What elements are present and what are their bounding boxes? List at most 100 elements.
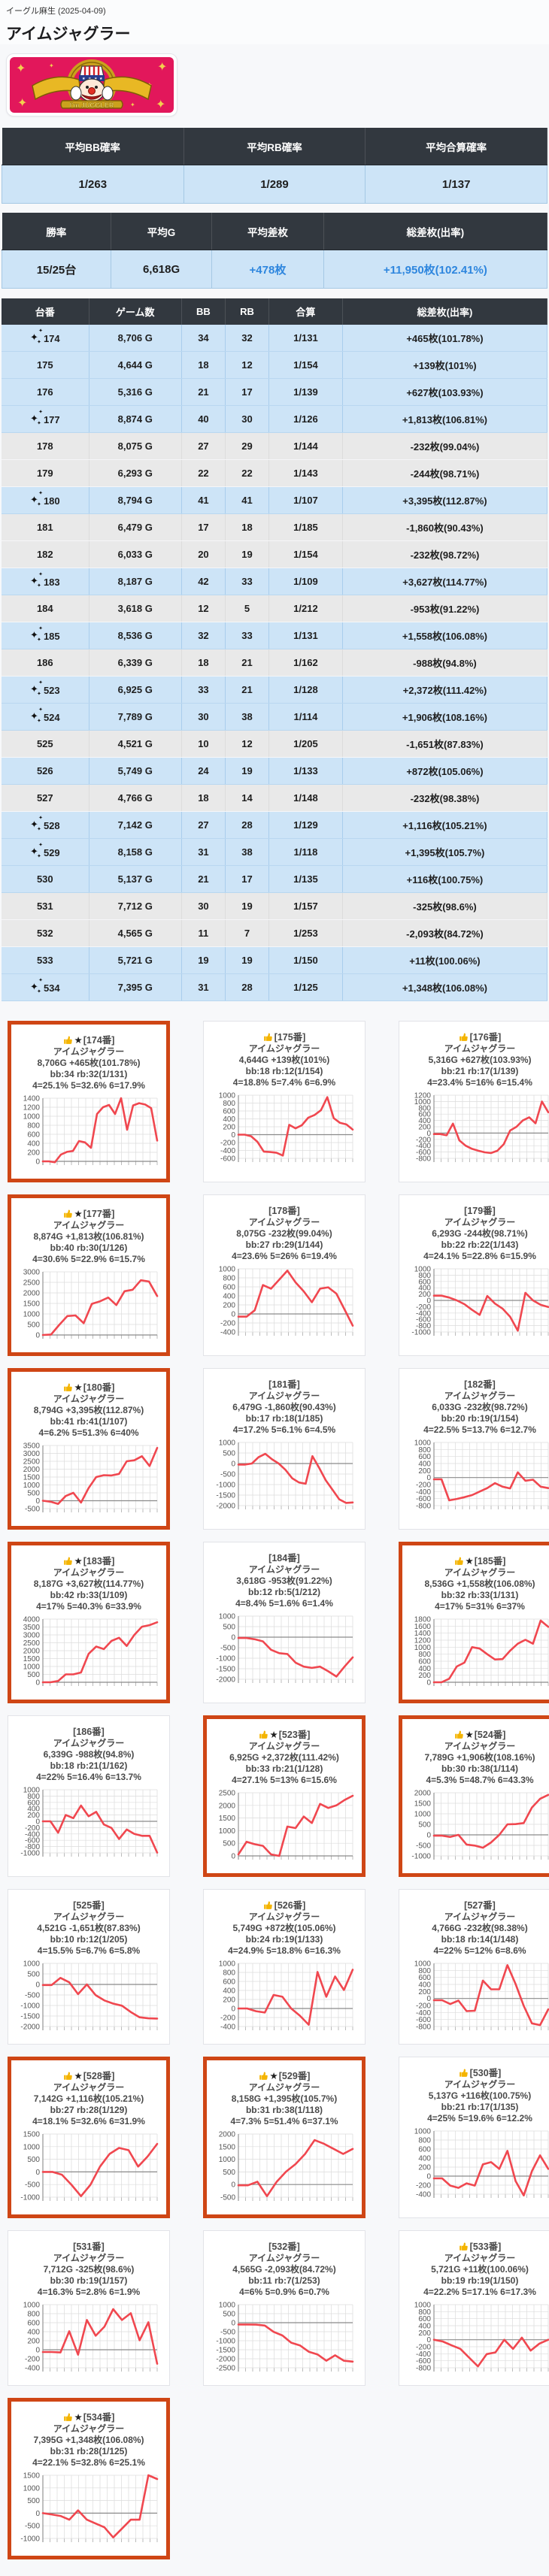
- chart-model-name: アイムジャグラー: [248, 1741, 320, 1751]
- svg-text:0: 0: [231, 2320, 235, 2328]
- bb-count-cell: 33: [181, 676, 226, 704]
- chart-model-name: アイムジャグラー: [248, 1912, 320, 1922]
- summary-value-cell: +11,950枚(102.41%): [323, 250, 548, 289]
- sparkle-icon: ✦ ✦ ✦: [29, 572, 43, 589]
- chart-machine-number: [533番]: [401, 2242, 549, 2253]
- machine-row: ✦ ✦ ✦ 529 8,158 G 31 38 1/118 +1,395枚(105.7%): [2, 838, 548, 866]
- chart-model-name: アイムジャグラー: [53, 1912, 125, 1922]
- svg-text:2500: 2500: [23, 1279, 41, 1288]
- chart-title-block: [525番] アイムジャグラー 4,521G -1,651枚(87.83%) b…: [10, 1900, 168, 1957]
- svg-text:-500: -500: [220, 1471, 235, 1479]
- svg-text:200: 200: [27, 2338, 40, 2346]
- svg-text:1000: 1000: [23, 1960, 41, 1969]
- chart-title-block: [176番] アイムジャグラー 5,316G +627枚(103.93%) bb…: [401, 1032, 549, 1088]
- chart-title-block: ★[185番] アイムジャグラー 8,536G +1,558枚(106.08%)…: [404, 1556, 549, 1612]
- svg-text:0: 0: [231, 2005, 235, 2014]
- svg-text:0: 0: [426, 1130, 431, 1138]
- bb-count-cell: 30: [181, 703, 226, 731]
- svg-text:✦: ✦: [157, 59, 167, 74]
- svg-text:✦: ✦: [130, 101, 135, 108]
- banner-text: I'm JUGGLER: [70, 101, 114, 109]
- machine-chart-card: [533番] アイムジャグラー 5,721G +11枚(100.06%) bb:…: [399, 2230, 549, 2386]
- chart-bb-rb: bb:30 rb:38(1/114): [441, 1763, 519, 1774]
- thumbs-up-icon: [459, 1033, 468, 1041]
- chart-title-block: ★[523番] アイムジャグラー 6,925G +2,372枚(111.42%)…: [208, 1730, 360, 1786]
- bb-count-cell: 31: [181, 838, 226, 866]
- machine-chart-card: [526番] アイムジャグラー 5,749G +872枚(105.06%) bb…: [203, 1889, 365, 2045]
- svg-text:1200: 1200: [414, 1092, 432, 1100]
- model-banner[interactable]: ✦✦ ✦✦ ✦✦ ✦✦ ★★★★ I'm JUGGLER: [6, 53, 177, 117]
- chart-bb-rb: bb:11 rb:7(1/253): [248, 2275, 320, 2286]
- svg-text:800: 800: [27, 1122, 40, 1131]
- chart-bb-rb: bb:31 rb:38(1/118): [245, 2105, 323, 2115]
- svg-text:400: 400: [418, 1665, 431, 1673]
- svg-text:500: 500: [223, 1450, 235, 1458]
- combined-rate-cell: 1/143: [268, 459, 343, 487]
- machine-number-cell: 186: [2, 649, 89, 677]
- svg-text:0: 0: [35, 2347, 40, 2355]
- chart-setting-estimate: 4=17.2% 5=6.1% 6=4.5%: [232, 1424, 336, 1435]
- svg-text:-500: -500: [220, 2194, 235, 2202]
- games-cell: 8,536 G: [89, 622, 182, 649]
- chart-setting-estimate: 4=18.8% 5=7.4% 6=6.9%: [232, 1077, 336, 1088]
- games-cell: 7,395 G: [89, 973, 182, 1001]
- svg-text:800: 800: [418, 1446, 431, 1454]
- machine-chart-card: [182番] アイムジャグラー 6,033G -232枚(98.72%) bb:…: [399, 1368, 549, 1530]
- thumbs-up-icon: [454, 1557, 463, 1565]
- summary-header-cell: 平均RB確率: [184, 128, 366, 165]
- thumbs-up-icon: [63, 1209, 72, 1218]
- games-cell: 7,142 G: [89, 811, 182, 839]
- svg-text:400: 400: [418, 2155, 431, 2163]
- star-icon: ★: [74, 1209, 83, 1219]
- machine-row: ✦ ✦ ✦ 528 7,142 G 27 28 1/129 +1,116枚(105.21%): [2, 811, 548, 839]
- svg-text:-200: -200: [416, 2344, 431, 2352]
- chart-setting-estimate: 4=30.6% 5=22.9% 6=15.7%: [32, 1254, 145, 1264]
- chart-title-block: [179番] アイムジャグラー 6,293G -244枚(98.71%) bb:…: [401, 1206, 549, 1262]
- svg-text:0: 0: [35, 1158, 40, 1167]
- svg-text:1000: 1000: [219, 1266, 236, 1274]
- chart-machine-number: ★[529番]: [208, 2071, 360, 2082]
- machine-row: 526 5,749 G 24 19 1/133 +872枚(105.06%): [2, 757, 548, 785]
- chart-bb-rb: bb:30 rb:19(1/157): [50, 2275, 128, 2286]
- chart-games-diff: 7,712G -325枚(98.6%): [43, 2264, 135, 2275]
- sparkle-icon: ✦ ✦ ✦: [29, 707, 43, 724]
- svg-text:0: 0: [35, 1679, 40, 1688]
- svg-text:600: 600: [418, 1453, 431, 1461]
- svg-text:-200: -200: [416, 2182, 431, 2190]
- svg-text:2000: 2000: [219, 1802, 236, 1810]
- machine-chart-card: [179番] アイムジャグラー 6,293G -244枚(98.71%) bb:…: [399, 1194, 549, 1356]
- summary1-value-row: 1/263 1/289 1/137: [2, 165, 547, 204]
- svg-text:600: 600: [418, 1111, 431, 1119]
- bb-count-cell: 11: [181, 919, 226, 947]
- combined-rate-cell: 1/162: [268, 649, 343, 677]
- chart-model-name: アイムジャグラー: [248, 2253, 320, 2263]
- svg-text:500: 500: [418, 1821, 431, 1830]
- rb-count-cell: 30: [225, 405, 269, 433]
- svg-text:0: 0: [426, 2173, 431, 2181]
- svg-text:-1500: -1500: [20, 2013, 40, 2021]
- games-cell: 8,794 G: [89, 486, 182, 514]
- machine-table-header-cell: RB: [225, 298, 269, 325]
- chart-bb-rb: bb:18 rb:21(1/162): [50, 1760, 128, 1771]
- chart-machine-number: [532番]: [268, 2242, 300, 2252]
- chart-model-name: アイムジャグラー: [444, 2079, 516, 2090]
- machine-number-cell: 531: [2, 892, 89, 920]
- diff-medals-cell: +465枚(101.78%): [342, 325, 548, 352]
- star-icon: ★: [74, 1556, 83, 1566]
- svg-text:500: 500: [223, 1840, 235, 1848]
- chart-games-diff: 5,316G +627枚(103.93%): [428, 1055, 532, 1065]
- machine-row: 530 5,137 G 21 17 1/135 +116枚(100.75%): [2, 865, 548, 893]
- svg-text:200: 200: [223, 1996, 235, 2005]
- chart-machine-number: ★[523番]: [208, 1730, 360, 1741]
- svg-text:-1000: -1000: [216, 1655, 235, 1663]
- svg-text:-400: -400: [416, 2350, 431, 2359]
- chart-machine-number: [530番]: [401, 2068, 549, 2079]
- diff-medals-cell: -232枚(98.38%): [342, 784, 548, 812]
- svg-text:800: 800: [27, 1793, 40, 1801]
- svg-text:2000: 2000: [414, 1790, 432, 1798]
- diff-medals-cell: -988枚(94.8%): [342, 649, 548, 677]
- sparkle-icon: ✦ ✦ ✦: [29, 978, 43, 994]
